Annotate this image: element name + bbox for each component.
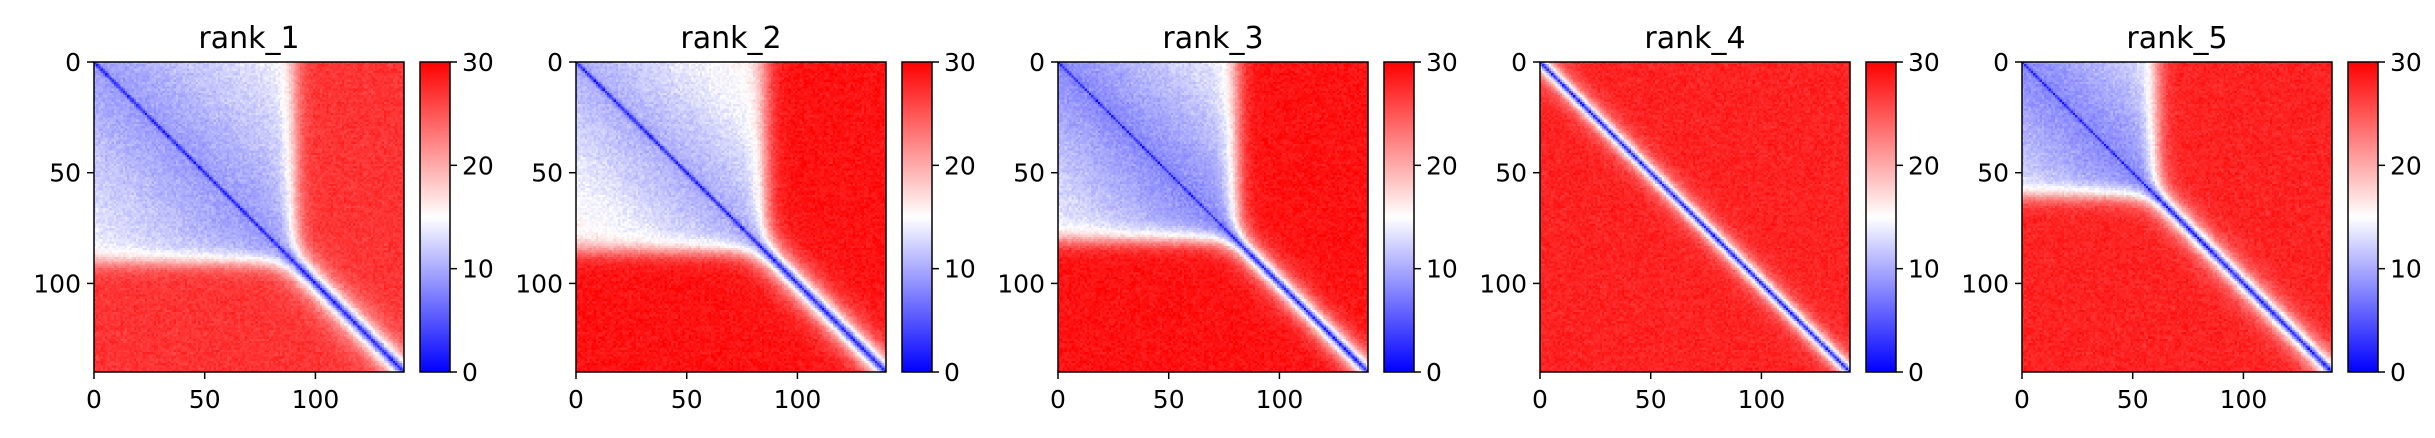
- colorbar: [2347, 61, 2379, 373]
- y-tick-label: 100: [1961, 269, 2009, 298]
- x-tick-label: 100: [1256, 385, 1304, 414]
- heatmap-panel: rank_3 0 50 100 0 50 100 0 10 20 30: [997, 21, 1458, 414]
- colorbar-tick-label: 20: [1426, 151, 1458, 180]
- plot-frame: [575, 61, 887, 373]
- x-tick-label: 0: [1532, 385, 1548, 414]
- plot-frame: [1057, 61, 1369, 373]
- colorbar-tick-label: 10: [2390, 255, 2422, 284]
- x-tick-label: 50: [2117, 385, 2149, 414]
- panel-title: rank_2: [680, 21, 781, 56]
- y-tick-label: 0: [1511, 48, 1527, 77]
- panel-title: rank_3: [1162, 21, 1263, 56]
- y-tick-label: 50: [1977, 159, 2009, 188]
- y-tick-label: 50: [531, 159, 563, 188]
- plot-frame: [1539, 61, 1851, 373]
- colorbar-tick-label: 10: [944, 255, 976, 284]
- colorbar-tick-label: 0: [1426, 358, 1442, 387]
- colorbar-tick-label: 0: [1908, 358, 1924, 387]
- colorbar: [1383, 61, 1415, 373]
- heatmap-image: [2022, 62, 2332, 372]
- heatmap-image: [1058, 62, 1368, 372]
- colorbar-tick-label: 0: [2390, 358, 2406, 387]
- x-tick-label: 100: [2220, 385, 2268, 414]
- x-tick-label: 0: [1050, 385, 1066, 414]
- y-tick-label: 0: [1993, 48, 2009, 77]
- panel-title: rank_5: [2126, 21, 2227, 56]
- colorbar: [901, 61, 933, 373]
- colorbar-tick-label: 30: [2390, 48, 2422, 77]
- colorbar-tick-label: 10: [1426, 255, 1458, 284]
- heatmap-image: [94, 62, 404, 372]
- x-tick-label: 0: [2014, 385, 2030, 414]
- colorbar-tick-label: 20: [1908, 151, 1940, 180]
- x-tick-label: 0: [86, 385, 102, 414]
- colorbar-tick-label: 30: [944, 48, 976, 77]
- y-tick-label: 100: [1479, 269, 1527, 298]
- y-tick-label: 50: [49, 159, 81, 188]
- panel-title: rank_1: [198, 21, 299, 56]
- colorbar-tick-label: 30: [1908, 48, 1940, 77]
- colorbar-tick-label: 0: [944, 358, 960, 387]
- colorbar-tick-label: 0: [462, 358, 478, 387]
- y-tick-label: 100: [33, 269, 81, 298]
- y-tick-label: 50: [1013, 159, 1045, 188]
- heatmap-panel: rank_1 0 50 100 0 50 100 0 10 20 30: [33, 21, 494, 414]
- y-tick-label: 0: [65, 48, 81, 77]
- heatmap-panel: rank_5 0 50 100 0 50 100 0 10 20 30: [1961, 21, 2422, 414]
- y-tick-label: 50: [1495, 159, 1527, 188]
- heatmap-panel: rank_2 0 50 100 0 50 100 0 10 20 30: [515, 21, 976, 414]
- colorbar-tick-label: 20: [462, 151, 494, 180]
- x-tick-label: 100: [774, 385, 822, 414]
- panel-title: rank_4: [1644, 21, 1745, 56]
- colorbar: [1865, 61, 1897, 373]
- x-tick-label: 50: [671, 385, 703, 414]
- x-tick-label: 50: [189, 385, 221, 414]
- y-tick-label: 100: [515, 269, 563, 298]
- heatmap-image: [576, 62, 886, 372]
- x-tick-label: 0: [568, 385, 584, 414]
- colorbar-tick-label: 30: [462, 48, 494, 77]
- heatmap-image: [1540, 62, 1850, 372]
- colorbar-tick-label: 10: [1908, 255, 1940, 284]
- colorbar-tick-label: 20: [944, 151, 976, 180]
- plot-frame: [93, 61, 405, 373]
- heatmap-panel: rank_4 0 50 100 0 50 100 0 10 20 30: [1479, 21, 1940, 414]
- x-tick-label: 50: [1153, 385, 1185, 414]
- colorbar-tick-label: 30: [1426, 48, 1458, 77]
- x-tick-label: 100: [292, 385, 340, 414]
- x-tick-label: 100: [1738, 385, 1786, 414]
- x-tick-label: 50: [1635, 385, 1667, 414]
- colorbar-tick-label: 10: [462, 255, 494, 284]
- colorbar-tick-label: 20: [2390, 151, 2422, 180]
- y-tick-label: 0: [547, 48, 563, 77]
- y-tick-label: 0: [1029, 48, 1045, 77]
- plot-frame: [2021, 61, 2333, 373]
- y-tick-label: 100: [997, 269, 1045, 298]
- colorbar: [419, 61, 451, 373]
